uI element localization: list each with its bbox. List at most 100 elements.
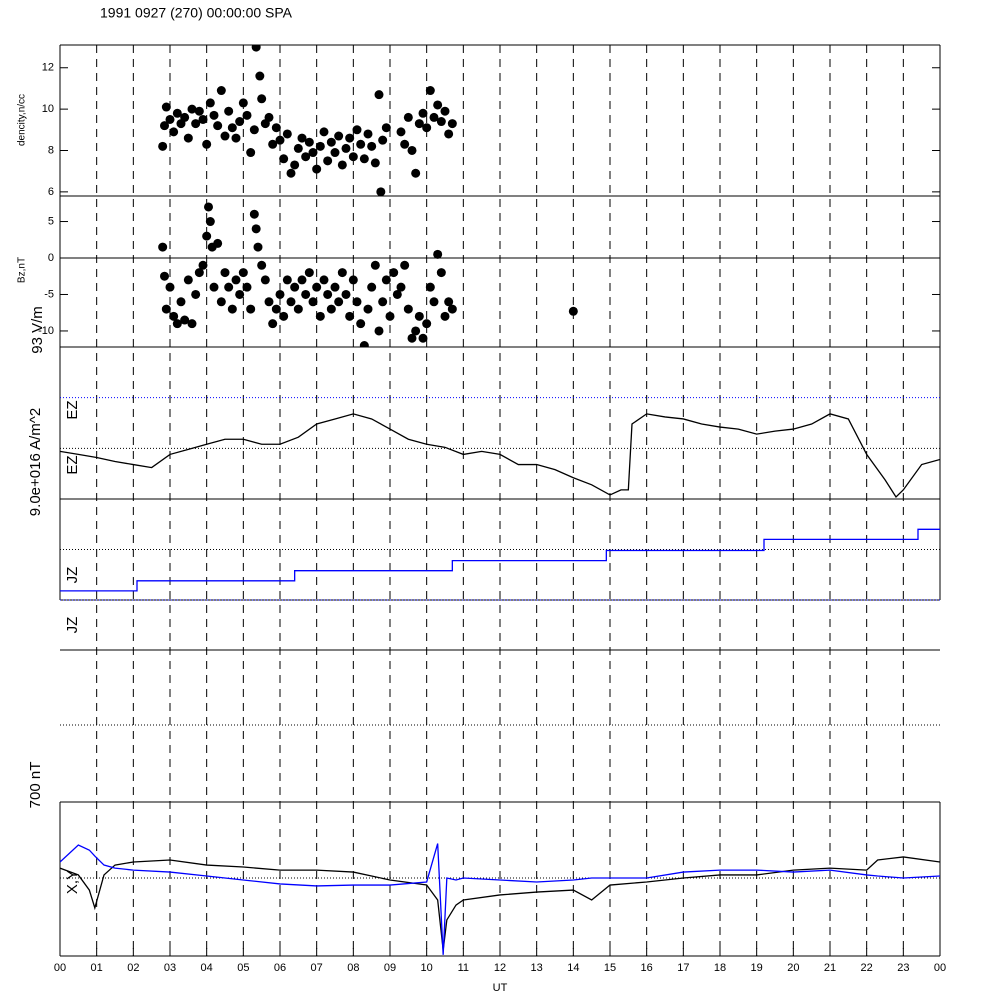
data-point xyxy=(180,315,190,325)
x-tick-label: 20 xyxy=(787,962,799,974)
data-point xyxy=(209,110,219,120)
annotation: 700 nT xyxy=(27,762,44,809)
data-point xyxy=(359,341,369,347)
annotation: JZ xyxy=(64,617,81,634)
data-point xyxy=(411,326,421,336)
data-point xyxy=(315,311,325,321)
data-point xyxy=(293,143,303,153)
data-point xyxy=(374,90,384,100)
x-tick-label: 16 xyxy=(641,962,653,974)
y-tick-label: 10 xyxy=(42,103,54,115)
data-point xyxy=(308,297,318,307)
data-point xyxy=(363,129,373,139)
data-point xyxy=(414,119,424,129)
data-point xyxy=(231,275,241,285)
x-tick-label: 13 xyxy=(531,962,543,974)
x-tick-label: 00 xyxy=(934,962,946,974)
x-tick-label: 15 xyxy=(604,962,616,974)
x-axis-label: UT xyxy=(493,982,508,994)
y-tick-label: 5 xyxy=(48,215,54,227)
x-tick-label: 09 xyxy=(384,962,396,974)
data-point xyxy=(165,282,175,292)
data-point xyxy=(436,268,446,278)
data-point xyxy=(447,304,457,314)
x-tick-label: 08 xyxy=(347,962,359,974)
data-point xyxy=(160,271,169,281)
data-point xyxy=(238,98,248,108)
data-point xyxy=(359,154,369,164)
data-point xyxy=(194,106,204,116)
x-tick-label: 02 xyxy=(127,962,139,974)
annotation: EZ xyxy=(64,400,81,419)
data-point xyxy=(356,139,366,149)
data-point xyxy=(425,86,435,96)
data-point xyxy=(414,311,424,321)
data-point xyxy=(165,114,175,124)
data-point xyxy=(370,260,380,270)
data-point xyxy=(183,275,193,285)
data-point xyxy=(249,209,259,219)
data-point xyxy=(268,319,278,329)
data-point xyxy=(246,304,256,314)
data-point xyxy=(297,133,307,143)
data-point xyxy=(205,217,215,227)
x-tick-label: 17 xyxy=(677,962,689,974)
data-point xyxy=(242,110,252,120)
y-axis-label: dencity,n/cc xyxy=(17,94,28,146)
data-point xyxy=(231,133,241,143)
data-point xyxy=(176,297,186,307)
data-point xyxy=(209,282,219,292)
data-point xyxy=(253,242,263,252)
data-line xyxy=(60,856,940,951)
data-point xyxy=(407,145,417,155)
y-tick-label: -5 xyxy=(44,288,54,300)
x-tick-label: 01 xyxy=(91,962,103,974)
x-tick-label: 22 xyxy=(861,962,873,974)
data-point xyxy=(319,127,329,137)
data-point xyxy=(356,319,366,329)
data-point xyxy=(315,141,325,151)
data-point xyxy=(330,148,340,158)
y-tick-label: 12 xyxy=(42,62,54,74)
x-tick-label: 21 xyxy=(824,962,836,974)
x-tick-label: 03 xyxy=(164,962,176,974)
x-tick-label: 23 xyxy=(897,962,909,974)
data-point xyxy=(293,304,303,314)
data-point xyxy=(301,152,311,162)
data-point xyxy=(312,282,322,292)
data-point xyxy=(378,135,388,145)
data-point xyxy=(251,224,261,234)
annotation: 9.0e+016 A/m^2 xyxy=(27,408,44,516)
data-point xyxy=(160,121,169,131)
data-point xyxy=(220,131,230,141)
data-point xyxy=(227,304,237,314)
data-point xyxy=(378,297,388,307)
data-point xyxy=(334,131,344,141)
data-point xyxy=(198,260,208,270)
data-point xyxy=(224,282,234,292)
x-tick-label: 05 xyxy=(237,962,249,974)
data-point xyxy=(304,268,314,278)
data-point xyxy=(257,260,267,270)
data-point xyxy=(407,333,417,343)
data-point xyxy=(260,275,270,285)
data-point xyxy=(286,168,296,178)
data-point xyxy=(440,106,450,116)
data-point xyxy=(257,94,267,104)
data-point xyxy=(224,106,234,116)
data-point xyxy=(242,282,252,292)
x-tick-label: 06 xyxy=(274,962,286,974)
data-point xyxy=(367,282,377,292)
data-point xyxy=(180,112,190,122)
data-point xyxy=(326,137,336,147)
data-point xyxy=(187,104,197,114)
x-tick-label: 00 xyxy=(54,962,66,974)
data-point xyxy=(301,289,311,299)
data-point xyxy=(198,114,208,124)
data-point xyxy=(264,112,274,122)
data-point xyxy=(202,231,212,241)
x-tick-label: 11 xyxy=(458,962,469,974)
data-point xyxy=(403,112,413,122)
data-point xyxy=(334,297,344,307)
